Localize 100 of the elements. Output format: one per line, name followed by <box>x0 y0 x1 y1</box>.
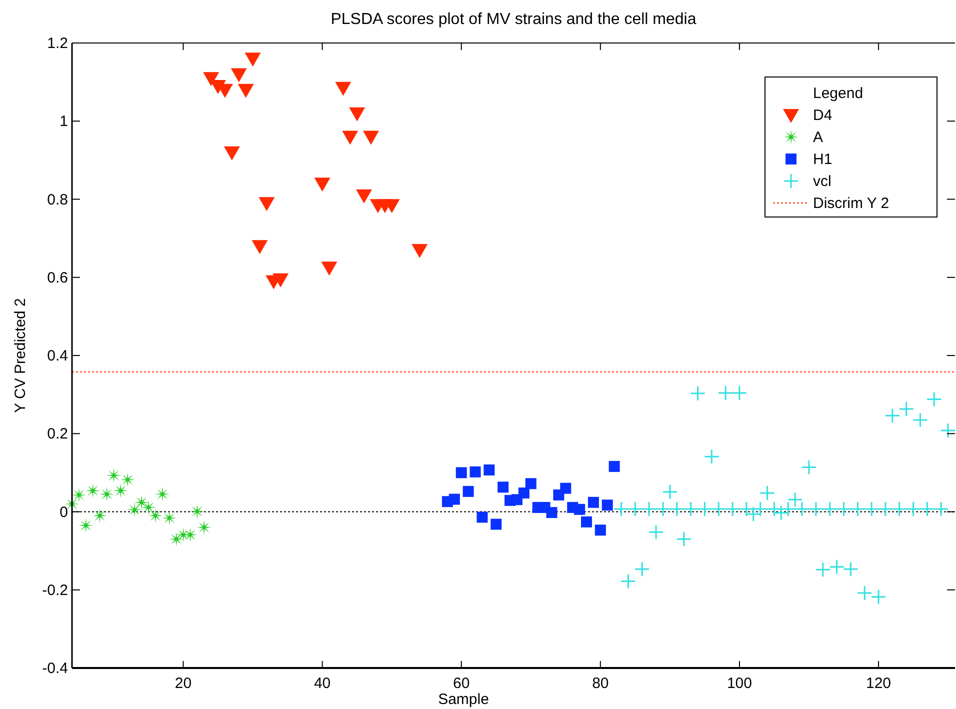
point <box>696 501 712 517</box>
point <box>456 467 467 478</box>
point <box>162 510 177 526</box>
point <box>134 494 150 510</box>
point <box>829 559 845 575</box>
point <box>581 516 592 528</box>
point <box>168 532 184 547</box>
point <box>140 500 156 515</box>
point <box>252 240 268 254</box>
x-tick-label: 80 <box>592 675 609 692</box>
point <box>801 459 817 475</box>
x-tick-label: 120 <box>866 675 892 692</box>
point <box>808 501 824 517</box>
y-tick-label: 0 <box>60 504 68 521</box>
point <box>620 574 636 590</box>
point <box>335 82 352 96</box>
point <box>594 524 606 536</box>
legend-label: H1 <box>813 151 832 168</box>
point <box>940 422 956 438</box>
point <box>244 52 261 67</box>
point <box>648 524 664 540</box>
point <box>752 501 768 517</box>
point <box>898 401 914 417</box>
point <box>683 501 699 517</box>
x-tick-label: 20 <box>174 675 192 692</box>
point <box>732 385 748 401</box>
point <box>892 501 908 517</box>
point <box>864 501 880 517</box>
point <box>614 501 630 517</box>
point <box>662 484 678 500</box>
point <box>490 518 502 530</box>
legend-label: A <box>813 129 824 146</box>
legend-title: Legend <box>813 85 864 102</box>
point <box>870 589 886 605</box>
point <box>588 496 599 508</box>
point <box>933 501 949 517</box>
point <box>608 460 620 472</box>
point <box>718 385 734 401</box>
x-axis-title: Sample <box>438 691 489 708</box>
point <box>120 472 136 488</box>
point <box>926 392 942 407</box>
point <box>154 486 170 502</box>
point <box>314 178 330 192</box>
point <box>850 501 866 517</box>
point <box>99 486 114 502</box>
point <box>906 501 922 517</box>
point <box>669 501 685 517</box>
point <box>724 501 740 517</box>
point <box>525 478 536 490</box>
x-tick-label: 100 <box>726 675 752 692</box>
point <box>884 408 900 424</box>
point <box>856 585 872 601</box>
point <box>560 482 572 494</box>
point <box>641 501 657 517</box>
point <box>842 561 858 577</box>
point <box>815 562 831 578</box>
point <box>878 501 894 517</box>
point <box>362 130 379 145</box>
point <box>356 189 372 204</box>
y-tick-label: 1.2 <box>47 35 68 52</box>
point <box>919 501 935 517</box>
point <box>462 486 474 497</box>
point <box>710 501 726 517</box>
point <box>574 504 586 515</box>
point <box>148 508 163 524</box>
y-tick-label: 1 <box>60 113 68 130</box>
point <box>230 68 247 82</box>
point <box>546 507 558 518</box>
point <box>85 483 100 498</box>
point <box>704 448 720 464</box>
x-tick-label: 60 <box>453 675 470 692</box>
point <box>655 501 671 517</box>
point <box>912 412 928 428</box>
y-tick-label: -0.4 <box>42 660 68 677</box>
point <box>470 466 481 478</box>
chart-title: PLSDA scores plot of MV strains and the cell media <box>330 11 696 28</box>
point <box>412 244 428 258</box>
point <box>71 487 86 502</box>
point <box>484 464 495 476</box>
point <box>780 501 796 517</box>
point <box>448 494 460 505</box>
legend-label: Discrim Y 2 <box>813 195 890 212</box>
legend-label: vcl <box>813 173 832 190</box>
point <box>518 488 530 498</box>
point <box>92 508 108 524</box>
point <box>127 502 142 518</box>
y-tick-label: 0.2 <box>47 426 68 443</box>
point <box>760 485 776 501</box>
point <box>822 501 838 517</box>
x-tick-label: 40 <box>314 675 331 692</box>
point <box>602 500 613 511</box>
point <box>676 531 692 547</box>
point <box>690 386 706 402</box>
point <box>78 518 94 533</box>
point <box>106 468 122 483</box>
point <box>321 262 338 276</box>
y-tick-label: 0.4 <box>47 348 68 364</box>
point <box>224 146 240 160</box>
point <box>384 199 400 214</box>
point <box>634 561 650 577</box>
